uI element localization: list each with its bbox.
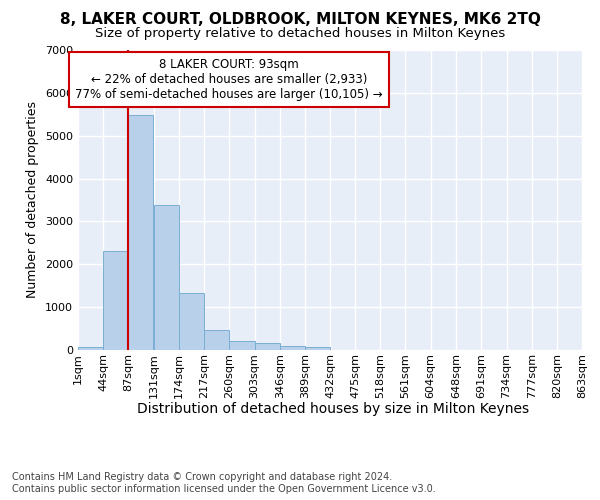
Bar [229,342,254,350]
Text: 8, LAKER COURT, OLDBROOK, MILTON KEYNES, MK6 2TQ: 8, LAKER COURT, OLDBROOK, MILTON KEYNES,… [59,12,541,28]
Text: Distribution of detached houses by size in Milton Keynes: Distribution of detached houses by size … [137,402,529,416]
Bar [280,346,305,350]
Bar [254,342,280,350]
Bar [154,205,179,350]
Bar [204,330,229,350]
Text: Size of property relative to detached houses in Milton Keynes: Size of property relative to detached ho… [95,28,505,40]
Text: Contains HM Land Registry data © Crown copyright and database right 2024.
Contai: Contains HM Land Registry data © Crown c… [12,472,436,494]
Bar [78,347,103,350]
Text: 8 LAKER COURT: 93sqm
← 22% of detached houses are smaller (2,933)
77% of semi-de: 8 LAKER COURT: 93sqm ← 22% of detached h… [76,58,383,100]
Bar [128,115,154,350]
Bar [305,348,330,350]
Bar [179,294,204,350]
Y-axis label: Number of detached properties: Number of detached properties [26,102,40,298]
Bar [103,252,128,350]
